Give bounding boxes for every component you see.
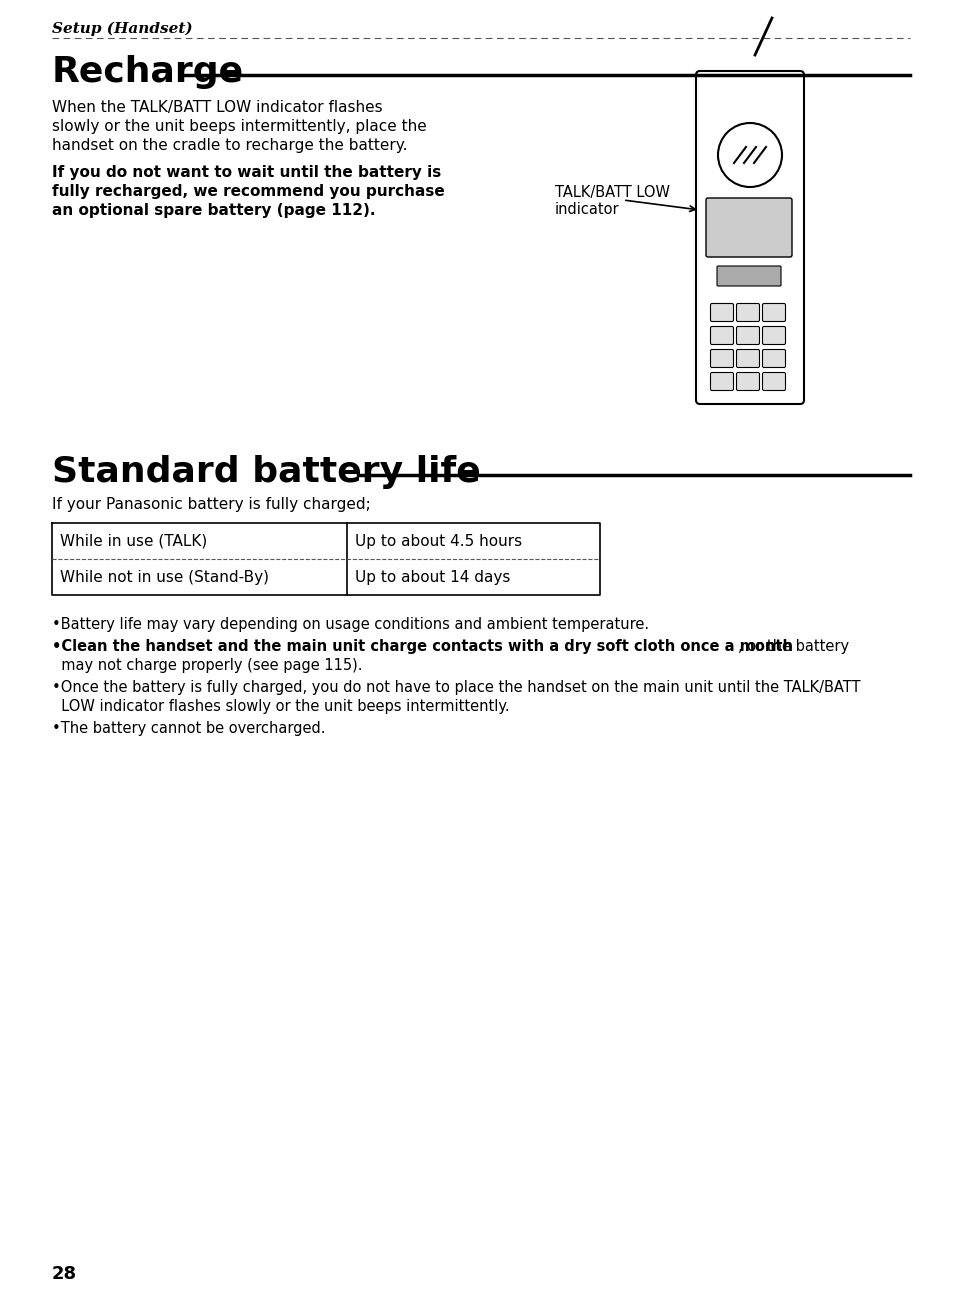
Text: If you do not want to wait until the battery is: If you do not want to wait until the bat… — [52, 165, 441, 180]
Text: 28: 28 — [52, 1265, 77, 1283]
FancyBboxPatch shape — [761, 303, 784, 321]
Text: While not in use (Stand-By): While not in use (Stand-By) — [60, 570, 269, 585]
Text: , or the battery: , or the battery — [738, 639, 848, 654]
Text: indicator: indicator — [555, 202, 619, 217]
FancyBboxPatch shape — [710, 326, 733, 344]
FancyBboxPatch shape — [736, 373, 759, 391]
Text: •Clean the handset and the main unit charge contacts with a dry soft cloth once : •Clean the handset and the main unit cha… — [52, 639, 792, 654]
Text: •The battery cannot be overcharged.: •The battery cannot be overcharged. — [52, 721, 325, 736]
FancyBboxPatch shape — [710, 303, 733, 321]
FancyBboxPatch shape — [710, 373, 733, 391]
Text: Recharge: Recharge — [52, 55, 244, 89]
Text: While in use (TALK): While in use (TALK) — [60, 534, 207, 549]
FancyBboxPatch shape — [717, 266, 781, 286]
FancyBboxPatch shape — [761, 326, 784, 344]
FancyBboxPatch shape — [736, 303, 759, 321]
FancyBboxPatch shape — [761, 349, 784, 367]
FancyBboxPatch shape — [710, 349, 733, 367]
Text: Up to about 14 days: Up to about 14 days — [355, 570, 510, 585]
FancyBboxPatch shape — [736, 349, 759, 367]
FancyBboxPatch shape — [696, 71, 803, 403]
Text: •Once the battery is fully charged, you do not have to place the handset on the : •Once the battery is fully charged, you … — [52, 681, 860, 695]
Text: LOW indicator flashes slowly or the unit beeps intermittently.: LOW indicator flashes slowly or the unit… — [52, 699, 509, 714]
Text: If your Panasonic battery is fully charged;: If your Panasonic battery is fully charg… — [52, 498, 371, 512]
Text: an optional spare battery (page 112).: an optional spare battery (page 112). — [52, 202, 375, 218]
Text: may not charge properly (see page 115).: may not charge properly (see page 115). — [52, 657, 362, 673]
Text: When the TALK/BATT LOW indicator flashes: When the TALK/BATT LOW indicator flashes — [52, 101, 382, 115]
Text: slowly or the unit beeps intermittently, place the: slowly or the unit beeps intermittently,… — [52, 119, 426, 134]
Text: fully recharged, we recommend you purchase: fully recharged, we recommend you purcha… — [52, 184, 444, 199]
Text: Up to about 4.5 hours: Up to about 4.5 hours — [355, 534, 521, 549]
FancyBboxPatch shape — [761, 373, 784, 391]
Text: TALK/BATT LOW: TALK/BATT LOW — [555, 186, 669, 200]
Text: Standard battery life: Standard battery life — [52, 455, 480, 489]
Text: •Battery life may vary depending on usage conditions and ambient temperature.: •Battery life may vary depending on usag… — [52, 617, 648, 632]
FancyBboxPatch shape — [736, 326, 759, 344]
FancyBboxPatch shape — [705, 199, 791, 257]
Text: Setup (Handset): Setup (Handset) — [52, 22, 193, 36]
Text: handset on the cradle to recharge the battery.: handset on the cradle to recharge the ba… — [52, 138, 407, 153]
